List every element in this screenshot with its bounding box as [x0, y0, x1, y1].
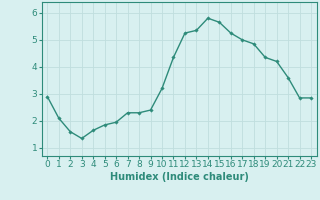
X-axis label: Humidex (Indice chaleur): Humidex (Indice chaleur) — [110, 172, 249, 182]
